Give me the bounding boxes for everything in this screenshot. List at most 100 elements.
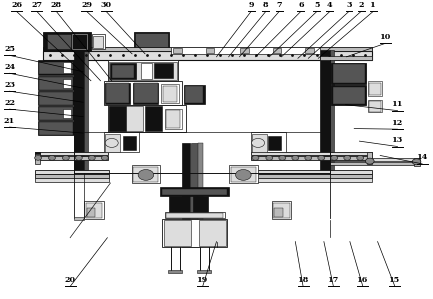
Bar [84, 201, 104, 219]
Bar [169, 196, 184, 213]
Bar [251, 174, 372, 178]
Bar [110, 63, 136, 79]
Text: 7: 7 [277, 1, 282, 9]
Bar [154, 63, 173, 78]
Bar [305, 48, 314, 53]
Bar [72, 34, 87, 49]
Bar [251, 132, 286, 152]
Bar [35, 156, 108, 160]
Bar [330, 158, 417, 161]
Circle shape [88, 155, 95, 160]
Bar [251, 152, 372, 155]
Bar [367, 152, 372, 164]
Text: 30: 30 [100, 1, 112, 9]
Bar [161, 84, 179, 103]
Bar [206, 48, 214, 53]
Bar [133, 167, 158, 182]
Circle shape [236, 170, 251, 180]
Bar [331, 85, 366, 105]
Bar [330, 50, 334, 173]
Bar [368, 81, 382, 96]
Bar [197, 270, 211, 273]
Bar [166, 110, 180, 128]
Bar [414, 158, 420, 166]
Circle shape [331, 155, 338, 160]
Bar [74, 217, 84, 220]
Bar [105, 134, 120, 152]
Bar [38, 60, 74, 75]
Bar [160, 187, 229, 196]
Text: 4: 4 [327, 1, 333, 9]
Bar [368, 100, 382, 112]
Bar [63, 109, 71, 118]
Bar [38, 121, 74, 135]
Text: 28: 28 [51, 1, 62, 9]
Bar [134, 32, 169, 47]
Bar [191, 143, 198, 247]
Bar [38, 76, 74, 90]
Text: 16: 16 [357, 276, 368, 284]
Bar [43, 51, 372, 60]
Circle shape [75, 155, 82, 160]
Bar [165, 212, 225, 218]
Bar [141, 63, 152, 79]
Bar [35, 152, 108, 155]
Bar [109, 106, 126, 131]
Bar [135, 33, 168, 47]
Text: 17: 17 [328, 276, 339, 284]
Circle shape [35, 155, 42, 160]
Bar [173, 48, 182, 53]
Text: 15: 15 [389, 276, 401, 284]
Text: 24: 24 [4, 63, 15, 71]
Bar [145, 106, 162, 131]
Bar [109, 62, 177, 80]
Bar [108, 60, 178, 81]
Bar [273, 203, 290, 218]
Circle shape [48, 155, 55, 160]
Circle shape [412, 159, 421, 165]
Text: 3: 3 [346, 1, 352, 9]
Bar [229, 165, 258, 183]
Bar [333, 87, 365, 104]
Bar [273, 48, 281, 53]
Text: 13: 13 [392, 136, 403, 144]
Text: 12: 12 [392, 119, 403, 127]
Circle shape [266, 155, 273, 160]
Circle shape [305, 155, 312, 160]
Circle shape [292, 155, 299, 160]
Text: 6: 6 [298, 1, 304, 9]
Bar [369, 101, 381, 112]
Bar [272, 201, 291, 219]
Bar [35, 170, 109, 174]
Bar [268, 136, 281, 150]
Bar [39, 62, 73, 74]
Bar [182, 143, 190, 247]
Bar [35, 174, 109, 178]
Bar [39, 77, 73, 90]
Bar [251, 156, 372, 160]
Bar [92, 34, 105, 49]
Bar [231, 167, 256, 182]
Bar [93, 36, 103, 48]
Bar [274, 208, 283, 217]
Bar [39, 107, 73, 120]
Circle shape [105, 138, 118, 147]
Bar [164, 220, 191, 246]
Bar [252, 134, 267, 152]
Bar [105, 83, 130, 104]
Bar [104, 81, 182, 105]
Text: 23: 23 [4, 81, 15, 89]
Circle shape [318, 155, 325, 160]
Text: 25: 25 [4, 45, 15, 53]
Bar [251, 170, 372, 174]
Bar [168, 270, 182, 273]
Bar [63, 79, 71, 88]
Circle shape [252, 155, 259, 160]
Bar [108, 105, 186, 132]
Bar [165, 109, 182, 129]
Bar [193, 196, 208, 213]
Text: 8: 8 [263, 1, 268, 9]
Bar [330, 162, 417, 165]
Text: 11: 11 [392, 100, 403, 108]
Bar [84, 50, 88, 173]
